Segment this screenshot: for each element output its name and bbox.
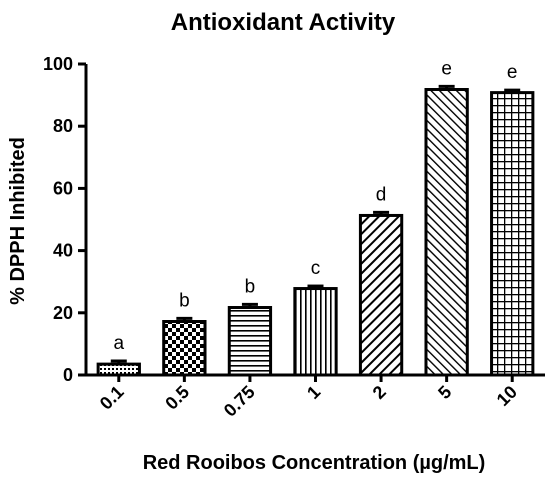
bar-group: a b b c d e e — [96, 58, 535, 377]
y-tick-label: 60 — [53, 178, 73, 198]
significance-label: e — [507, 62, 518, 83]
significance-label: c — [311, 258, 321, 279]
x-tick-label: 2 — [369, 382, 390, 403]
y-tick-label: 100 — [43, 54, 73, 74]
y-tick-label: 0 — [63, 365, 73, 385]
x-tick-label: 0.75 — [220, 382, 259, 421]
bar — [424, 88, 469, 377]
y-tick-label: 80 — [53, 116, 73, 136]
bar — [162, 320, 207, 377]
x-tick-label: 5 — [434, 382, 455, 403]
x-tick-label: 1 — [303, 382, 324, 403]
significance-label: b — [179, 290, 190, 311]
bar — [358, 213, 404, 377]
y-axis-label: % DPPH Inhibited — [7, 137, 29, 305]
bar — [293, 287, 338, 377]
bar — [490, 91, 535, 377]
bar — [96, 362, 141, 377]
y-tick-label: 20 — [53, 303, 73, 323]
x-tick-label: 0.1 — [96, 382, 128, 414]
x-tick-label: 0.5 — [161, 382, 193, 414]
significance-label: e — [441, 58, 452, 79]
chart-title: Antioxidant Activity — [171, 9, 396, 36]
x-tick-label: 10 — [493, 382, 521, 410]
significance-label: b — [245, 276, 256, 297]
y-tick-label: 40 — [53, 241, 73, 261]
y-axis: 0 20 40 60 80 100 — [43, 54, 88, 385]
x-axis: 0.1 0.5 0.75 1 2 5 10 — [84, 373, 545, 421]
significance-label: d — [376, 184, 387, 205]
bar — [227, 306, 273, 377]
significance-label: a — [113, 333, 124, 354]
x-axis-label: Red Rooibos Concentration (µg/mL) — [143, 452, 486, 474]
